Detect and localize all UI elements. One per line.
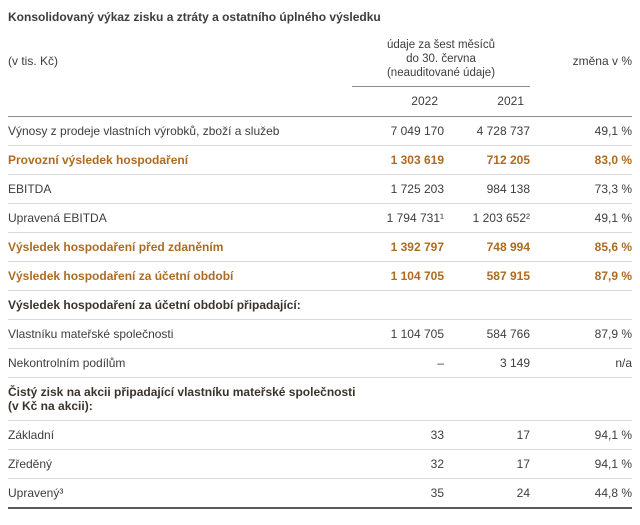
table-row-adjusted: Upravený³ 35 24 44,8 % bbox=[8, 479, 632, 507]
value-2021: 1 203 652² bbox=[472, 211, 530, 225]
value-2021: 584 766 bbox=[486, 327, 530, 341]
section-header-attributable: Výsledek hospodaření za účetní období př… bbox=[8, 291, 632, 320]
value-change: 73,3 % bbox=[594, 182, 632, 196]
value-2022: – bbox=[437, 356, 444, 370]
value-2022: 1 392 797 bbox=[390, 240, 444, 254]
value-2021: 17 bbox=[516, 428, 530, 442]
table-row-basic: Základní 33 17 94,1 % bbox=[8, 421, 632, 450]
value-change: 87,9 % bbox=[594, 269, 632, 283]
value-2021: 587 915 bbox=[486, 269, 530, 283]
value-2021: 17 bbox=[516, 457, 530, 471]
value-2022: 1 794 731¹ bbox=[386, 211, 444, 225]
value-change: 85,6 % bbox=[594, 240, 632, 254]
change-column-header: změna v % bbox=[572, 53, 632, 68]
row-label: Upravená EBITDA bbox=[8, 211, 107, 225]
value-2022: 7 049 170 bbox=[390, 124, 444, 138]
row-label: Upravený³ bbox=[8, 486, 64, 500]
row-label: Zředěný bbox=[8, 457, 53, 471]
value-change: 94,1 % bbox=[594, 457, 632, 471]
table-row-operating-result: Provozní výsledek hospodaření 1 303 619 … bbox=[8, 146, 632, 175]
year-header-2021: 2021 bbox=[497, 94, 524, 108]
row-label: Výsledek hospodaření před zdaněním bbox=[8, 240, 224, 254]
value-2021: 712 205 bbox=[486, 153, 530, 167]
table-row-non-controlling: Nekontrolním podílům – 3 149 n/a bbox=[8, 349, 632, 378]
value-2022: 32 bbox=[430, 457, 444, 471]
value-2022: 35 bbox=[430, 486, 444, 500]
value-2021: 3 149 bbox=[499, 356, 530, 370]
value-2022: 1 104 705 bbox=[390, 269, 444, 283]
value-2021: 748 994 bbox=[486, 240, 530, 254]
statement-title: Konsolidovaný výkaz zisku a ztráty a ost… bbox=[8, 10, 381, 24]
value-2021: 4 728 737 bbox=[476, 124, 530, 138]
value-change: 94,1 % bbox=[594, 428, 632, 442]
section-label: Čistý zisk na akcii připadající vlastník… bbox=[8, 385, 356, 413]
row-label: Nekontrolním podílům bbox=[8, 356, 126, 370]
row-label: EBITDA bbox=[8, 182, 52, 196]
value-2021: 24 bbox=[516, 486, 530, 500]
table-body: Výnosy z prodeje vlastních výrobků, zbož… bbox=[8, 117, 632, 509]
table-row-revenue: Výnosy z prodeje vlastních výrobků, zbož… bbox=[8, 117, 632, 146]
value-change: 49,1 % bbox=[594, 124, 632, 138]
year-header-2022: 2022 bbox=[411, 94, 438, 108]
table-header: (v tis. Kč) údaje za šest měsíců do 30. … bbox=[8, 38, 632, 117]
value-2022: 1 303 619 bbox=[390, 153, 444, 167]
row-label: Vlastníku mateřské společnosti bbox=[8, 327, 174, 341]
row-label: Výnosy z prodeje vlastních výrobků, zbož… bbox=[8, 124, 280, 138]
section-header-earnings-per-share: Čistý zisk na akcii připadající vlastník… bbox=[8, 378, 632, 421]
value-change: 49,1 % bbox=[594, 211, 632, 225]
value-2022: 33 bbox=[430, 428, 444, 442]
row-label: Výsledek hospodaření za účetní období bbox=[8, 269, 234, 283]
table-row-parent-owners: Vlastníku mateřské společnosti 1 104 705… bbox=[8, 320, 632, 349]
section-label: Výsledek hospodaření za účetní období př… bbox=[8, 298, 301, 312]
value-2021: 984 138 bbox=[486, 182, 530, 196]
unit-label: (v tis. Kč) bbox=[8, 53, 58, 68]
table-row-result-for-period: Výsledek hospodaření za účetní období 1 … bbox=[8, 262, 632, 291]
value-2022: 1 725 203 bbox=[390, 182, 444, 196]
value-change: 87,9 % bbox=[594, 327, 632, 341]
row-label: Provozní výsledek hospodaření bbox=[8, 153, 189, 167]
table-row-result-before-tax: Výsledek hospodaření před zdaněním 1 392… bbox=[8, 233, 632, 262]
value-change: 83,0 % bbox=[594, 153, 632, 167]
period-header: údaje za šest měsíců do 30. června (neau… bbox=[352, 38, 530, 87]
table-row-diluted: Zředěný 32 17 94,1 % bbox=[8, 450, 632, 479]
value-2022: 1 104 705 bbox=[390, 327, 444, 341]
value-change: n/a bbox=[615, 356, 632, 370]
table-row-adjusted-ebitda: Upravená EBITDA 1 794 731¹ 1 203 652² 49… bbox=[8, 204, 632, 233]
value-change: 44,8 % bbox=[594, 486, 632, 500]
table-row-ebitda: EBITDA 1 725 203 984 138 73,3 % bbox=[8, 175, 632, 204]
row-label: Základní bbox=[8, 428, 55, 442]
financial-statement-page: Konsolidovaný výkaz zisku a ztráty a ost… bbox=[8, 10, 632, 509]
